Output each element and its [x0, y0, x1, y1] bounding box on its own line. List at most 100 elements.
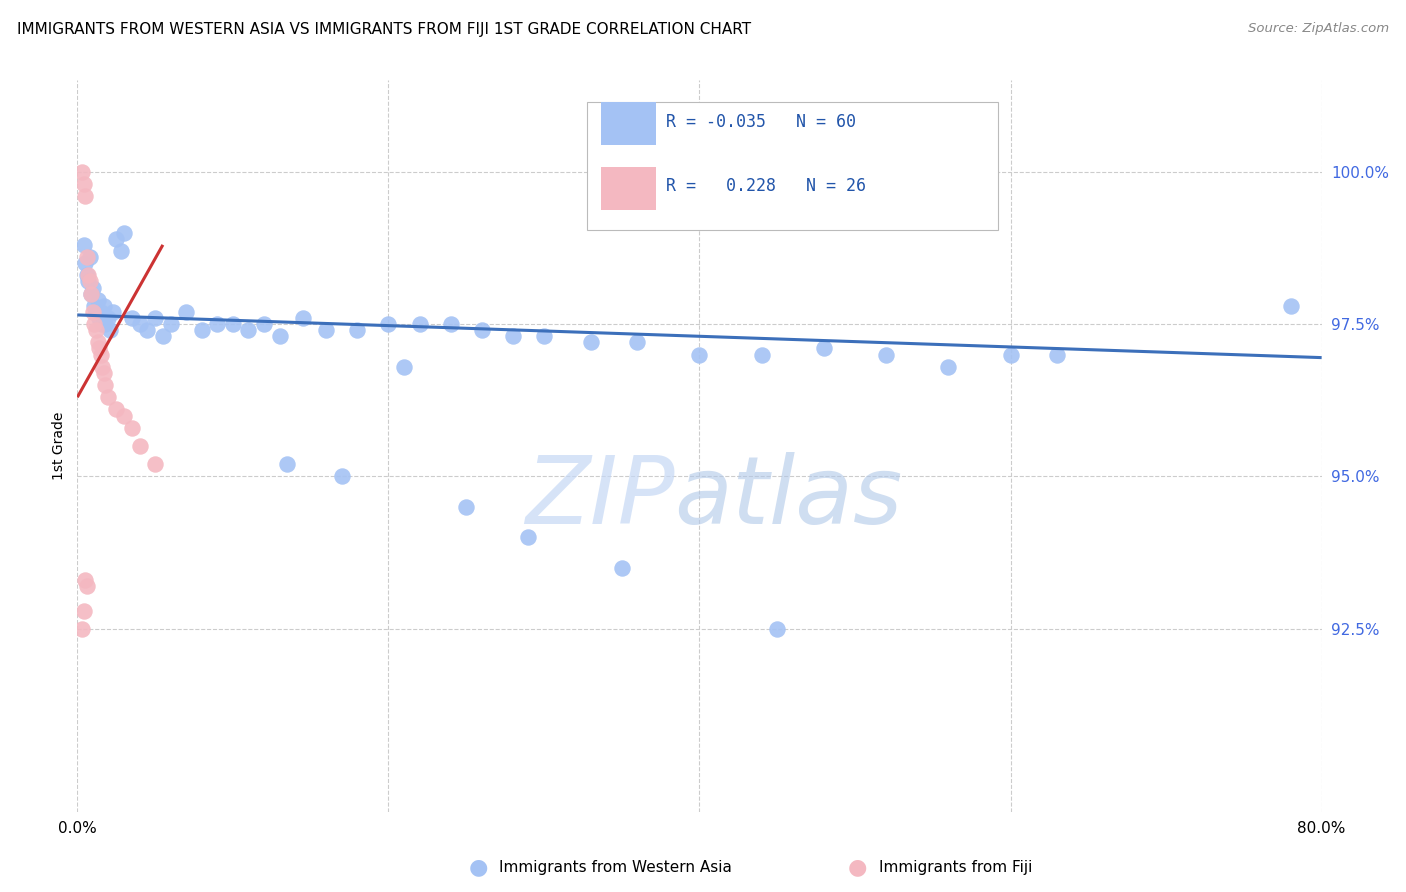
Point: [77, 268, 100, 283]
Text: ●: ●: [848, 857, 868, 877]
Point: [76, 250, 98, 264]
Point: [91, 359, 114, 374]
Point: [94, 317, 117, 331]
Point: [87, 311, 110, 326]
Point: [517, 531, 540, 545]
Y-axis label: 1st Grade: 1st Grade: [52, 412, 66, 480]
Text: R =   0.228   N = 26: R = 0.228 N = 26: [666, 178, 866, 195]
Point: [579, 335, 602, 350]
FancyBboxPatch shape: [602, 103, 657, 145]
Point: [97, 390, 120, 404]
Point: [751, 348, 773, 362]
Point: [110, 244, 132, 258]
Point: [72, 177, 94, 191]
Point: [875, 348, 897, 362]
Point: [105, 402, 128, 417]
Point: [82, 305, 104, 319]
Point: [253, 317, 276, 331]
Text: Source: ZipAtlas.com: Source: ZipAtlas.com: [1249, 22, 1389, 36]
Point: [1000, 348, 1022, 362]
Point: [112, 409, 135, 423]
Point: [207, 317, 229, 331]
Point: [533, 329, 555, 343]
Point: [440, 317, 463, 331]
Point: [408, 317, 430, 331]
Point: [377, 317, 399, 331]
Point: [75, 256, 97, 270]
Point: [86, 293, 108, 307]
Point: [80, 286, 103, 301]
FancyBboxPatch shape: [588, 103, 998, 230]
Text: ●: ●: [468, 857, 488, 877]
Point: [1279, 299, 1302, 313]
Point: [143, 458, 166, 472]
Point: [191, 323, 214, 337]
Point: [105, 232, 128, 246]
Text: ZIP: ZIP: [524, 451, 675, 542]
Point: [159, 317, 181, 331]
Point: [93, 299, 115, 313]
Point: [456, 500, 478, 514]
Point: [152, 329, 174, 343]
Point: [83, 299, 105, 313]
Point: [269, 329, 291, 343]
FancyBboxPatch shape: [602, 167, 657, 210]
Point: [91, 317, 114, 331]
Text: R = -0.035   N = 60: R = -0.035 N = 60: [666, 113, 856, 131]
Point: [938, 359, 960, 374]
Text: Immigrants from Fiji: Immigrants from Fiji: [879, 860, 1032, 874]
Point: [813, 342, 835, 356]
Point: [689, 348, 711, 362]
Point: [98, 323, 121, 337]
Point: [79, 275, 101, 289]
Point: [82, 280, 104, 294]
Point: [610, 561, 633, 575]
Point: [84, 305, 107, 319]
Point: [136, 323, 159, 337]
Point: [97, 311, 120, 326]
Point: [72, 604, 94, 618]
Point: [121, 311, 143, 326]
Point: [77, 275, 100, 289]
Point: [626, 335, 648, 350]
Point: [90, 348, 112, 362]
Point: [222, 317, 245, 331]
Point: [276, 458, 298, 472]
Point: [128, 439, 150, 453]
Point: [174, 305, 197, 319]
Text: IMMIGRANTS FROM WESTERN ASIA VS IMMIGRANTS FROM FIJI 1ST GRADE CORRELATION CHART: IMMIGRANTS FROM WESTERN ASIA VS IMMIGRAN…: [17, 22, 751, 37]
Point: [143, 311, 166, 326]
Point: [330, 469, 353, 483]
Point: [93, 366, 115, 380]
Point: [75, 573, 97, 587]
Point: [766, 622, 789, 636]
Point: [70, 164, 93, 178]
Point: [101, 305, 124, 319]
Point: [112, 226, 135, 240]
Point: [84, 323, 107, 337]
Point: [128, 317, 150, 331]
Point: [121, 421, 143, 435]
Point: [87, 342, 110, 356]
Point: [70, 622, 93, 636]
Point: [76, 579, 98, 593]
Point: [238, 323, 260, 337]
Point: [76, 268, 98, 283]
Point: [502, 329, 524, 343]
Point: [94, 378, 117, 392]
Point: [90, 305, 112, 319]
Point: [79, 250, 101, 264]
Point: [291, 311, 314, 326]
Point: [315, 323, 337, 337]
Point: [86, 335, 108, 350]
Point: [75, 189, 97, 203]
Point: [1046, 348, 1069, 362]
Text: Immigrants from Western Asia: Immigrants from Western Asia: [499, 860, 733, 874]
Point: [346, 323, 368, 337]
Point: [80, 286, 103, 301]
Point: [392, 359, 415, 374]
Point: [72, 238, 94, 252]
Point: [83, 317, 105, 331]
Point: [471, 323, 494, 337]
Text: atlas: atlas: [675, 451, 903, 542]
